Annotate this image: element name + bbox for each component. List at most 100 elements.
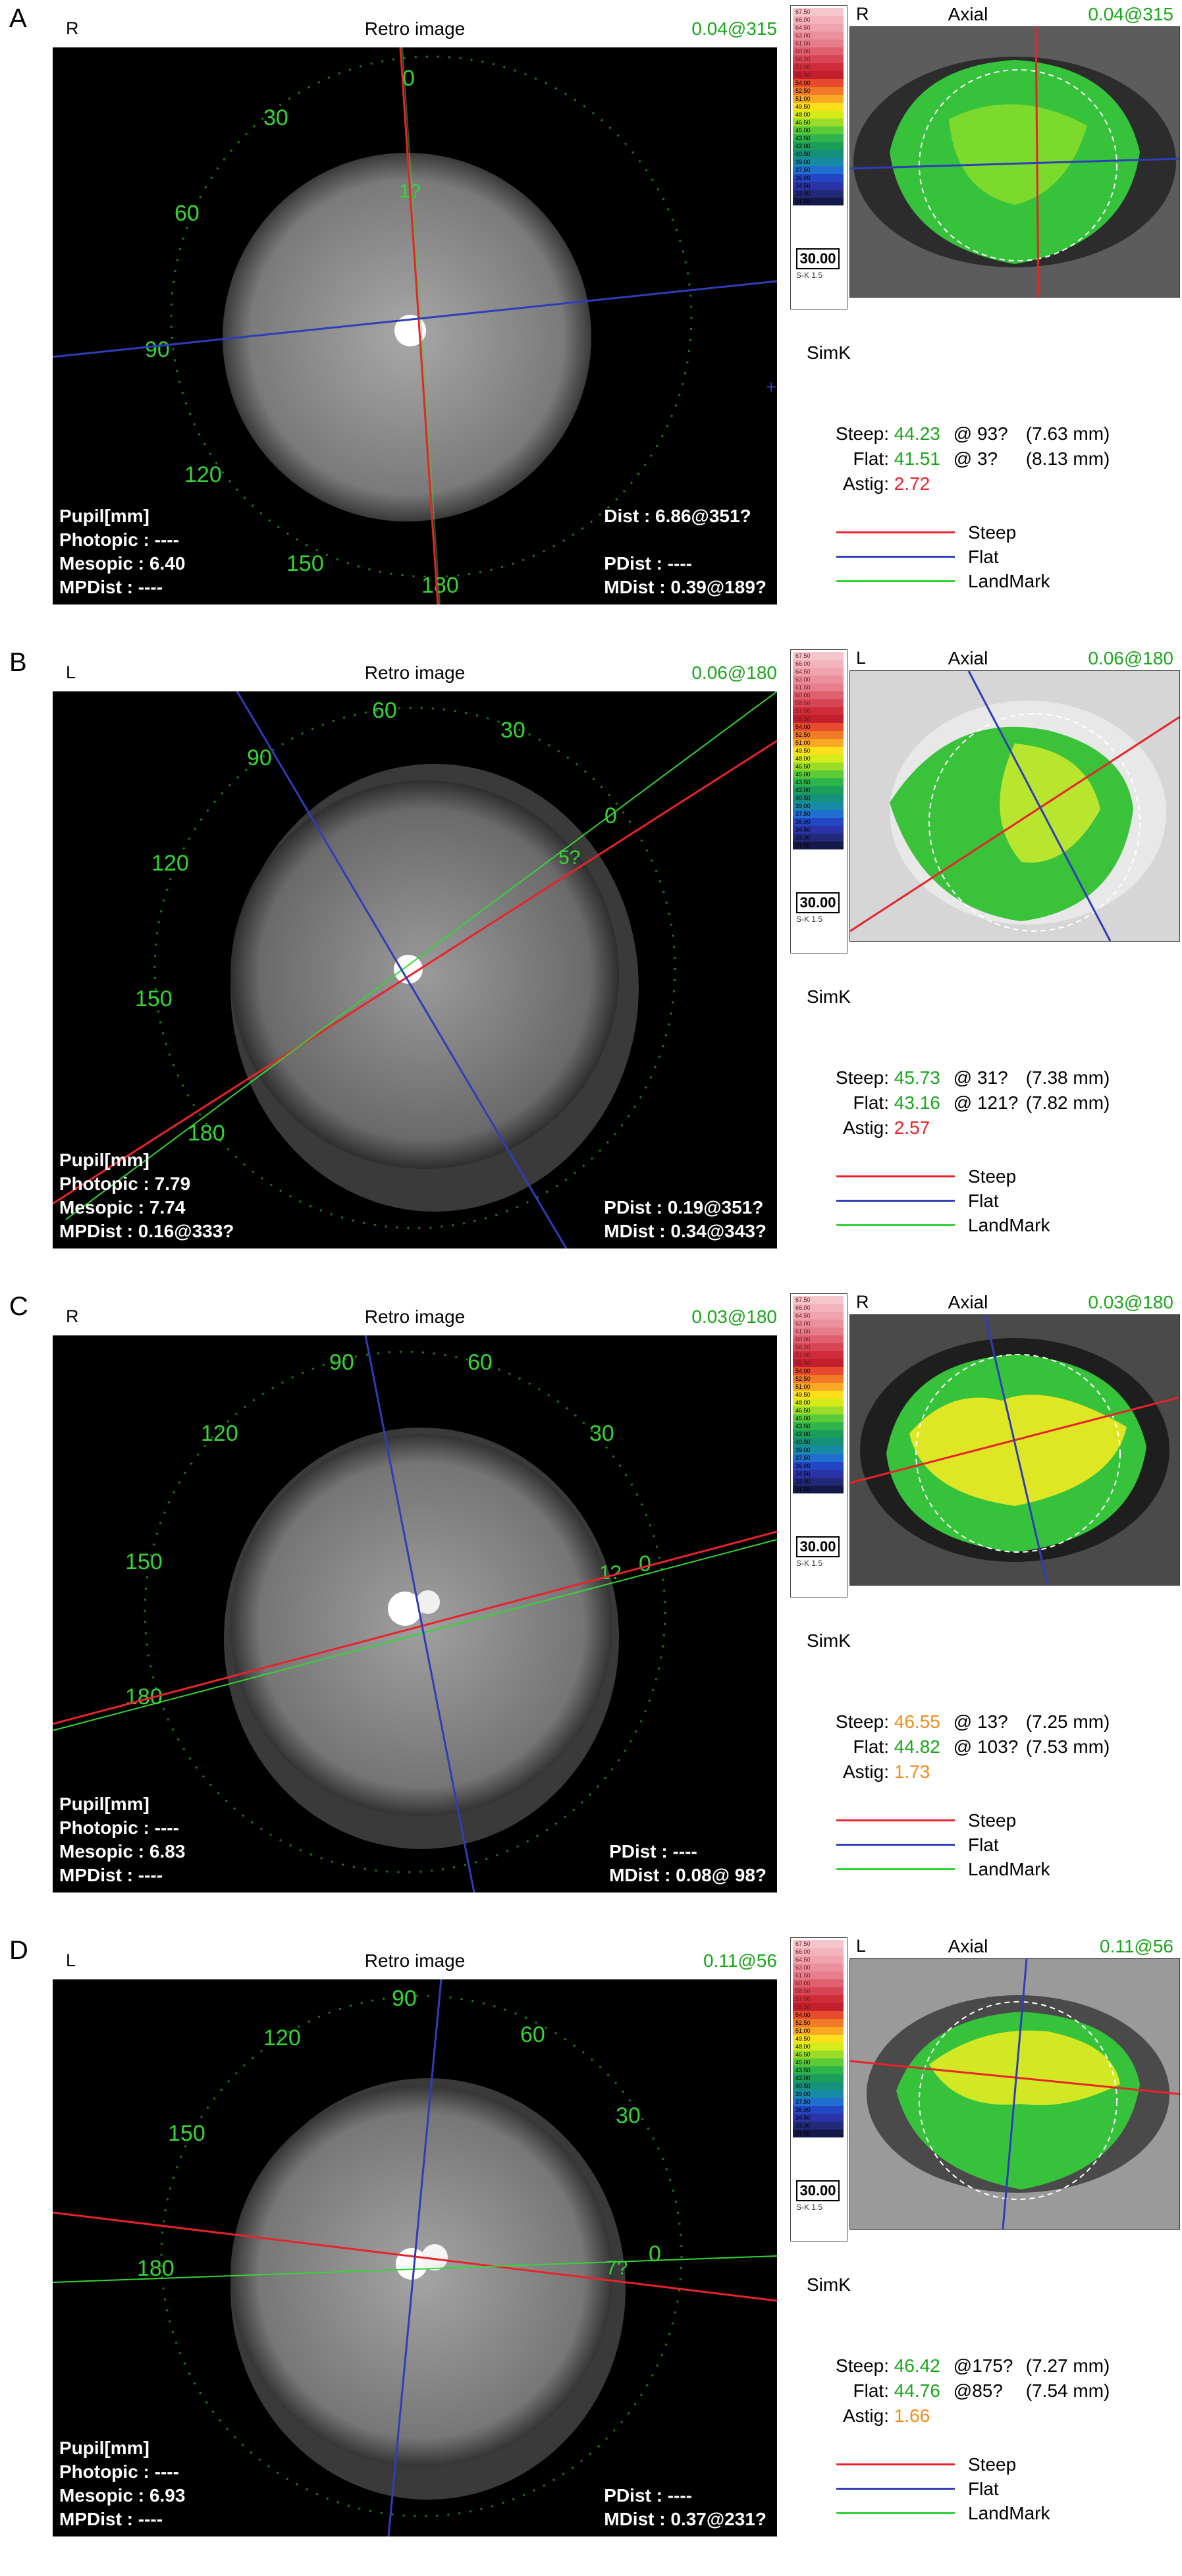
scale-band: 66.00 [793, 660, 844, 668]
color-scale: 67.50 66.00 64.50 63.00 61.50 60.00 58.50 57.00… [790, 649, 847, 953]
scale-band: 60.00 [793, 47, 844, 55]
scale-band: 64.50 [793, 1312, 844, 1320]
axial-flat-line [850, 157, 1179, 170]
retro-readout: 0.03@180 [691, 1306, 777, 1327]
angle-label: 180 [421, 573, 459, 598]
pupil [230, 780, 619, 1169]
scale-band: 64.50 [793, 24, 844, 32]
landmark-line [65, 691, 777, 1220]
eye-label: R [66, 1306, 79, 1326]
angle-label: 60 [468, 1350, 493, 1375]
panel-c: C R Retro image 0.03@180 0 30 60 90 120 … [0, 1288, 1182, 1932]
steep-axis-line [53, 1530, 777, 1725]
scale-bands: 67.50 66.00 64.50 63.00 61.50 60.00 58.50 57.00… [793, 652, 844, 889]
panel-letter: A [9, 4, 27, 33]
retro-title: Retro image [364, 18, 466, 39]
axial-steep-line [850, 716, 1179, 932]
scale-band: 67.50 [793, 652, 844, 660]
retro-image: 0 30 60 90 120 150 180 1? Pupil[mm] Phot… [53, 1335, 777, 1892]
steep-axis-line [399, 47, 439, 604]
scale-band: 57.00 [793, 63, 844, 71]
scale-band: 61.50 [793, 40, 844, 47]
retro-svg: 0 30 60 90 120 150 180 5? [53, 691, 777, 1248]
angle-label: 0 [604, 803, 617, 828]
scale-base: 30.00 [796, 248, 840, 269]
deviation-marker: 1? [599, 1562, 621, 1584]
axial-flat-line [1002, 1959, 1028, 2229]
angle-label: 90 [145, 337, 170, 362]
axial-readout: 0.03@180 [1088, 1292, 1173, 1312]
scale-band: 33.00 [793, 190, 844, 198]
angle-label: 120 [263, 2026, 301, 2051]
axial-title: Axial [948, 1292, 988, 1312]
scale-band: 54.00 [793, 1367, 844, 1375]
angle-label: 60 [372, 698, 397, 723]
scale-base: 30.00 [796, 892, 840, 913]
scale-band: 51.00 [793, 95, 844, 103]
scale-band: 40.50 [793, 1438, 844, 1446]
distance-info: PDist : ---- MDist : 0.37@231? [604, 2485, 766, 2529]
simk-steep-row: Steep: 46.55 @ 13? (7.25 mm) [836, 1711, 1110, 1732]
angle-label: 90 [392, 1986, 417, 2011]
axial-title: Axial [948, 4, 988, 24]
reflex [388, 1592, 422, 1626]
axial-header: L Axial 0.11@56 [849, 1932, 1179, 1958]
angle-label: 90 [329, 1350, 354, 1375]
scale-band: 52.50 [793, 87, 844, 95]
axial-svg [850, 671, 1179, 941]
axial-title: Axial [948, 1936, 988, 1956]
panel-letter: D [9, 1936, 28, 1965]
simk-title: SimK [807, 342, 851, 363]
scale-band: 31.50 [793, 198, 844, 205]
simk-title: SimK [807, 986, 851, 1007]
pupil-info: Pupil[mm] Photopic : 7.79 Mesopic : 7.74… [59, 1150, 234, 1241]
scale-band: 58.50 [793, 1343, 844, 1351]
angle-label: 30 [500, 718, 525, 743]
scale-band: 55.50 [793, 1359, 844, 1367]
scale-band: 51.00 [793, 739, 844, 747]
scale-band: 36.00 [793, 2106, 844, 2114]
axial-flat-line [984, 1315, 1049, 1585]
simk-flat-row: Flat: 44.82 @ 103? (7.53 mm) [853, 1736, 1110, 1757]
axial-svg [850, 27, 1179, 297]
scale-bands: 67.50 66.00 64.50 63.00 61.50 60.00 58.50 57.00… [793, 8, 844, 245]
retro-header: L Retro image 0.06@180 [53, 644, 777, 691]
axial-steep-line [850, 2060, 1179, 2095]
landmark-line [53, 1539, 777, 1731]
color-scale: 67.50 66.00 64.50 63.00 61.50 60.00 58.50 57.00… [790, 5, 847, 309]
simk-steep-row: Steep: 45.73 @ 31? (7.38 mm) [836, 1067, 1110, 1088]
angle-label: 0 [639, 1551, 651, 1576]
scale-band: 51.00 [793, 1383, 844, 1391]
scale-band: 37.50 [793, 2098, 844, 2106]
deviation-marker: 7? [606, 2257, 628, 2279]
simk-values: Steep: 44.23 @ 93? (7.63 mm) Flat: 41.51 @ … [810, 421, 1110, 496]
scale-band: 55.50 [793, 2003, 844, 2011]
angle-label: 120 [184, 462, 222, 487]
scale-band: 61.50 [793, 1328, 844, 1335]
scale-band: 49.50 [793, 1391, 844, 1399]
angle-ring [170, 55, 693, 578]
panel-letter: B [9, 648, 27, 677]
axial-readout: 0.04@315 [1088, 4, 1173, 24]
scale-band: 60.00 [793, 1979, 844, 1987]
retro-svg: 0 30 60 90 120 150 180 7? [53, 1979, 777, 2536]
angle-label: 90 [247, 745, 272, 770]
deviation-marker: 5? [558, 847, 580, 869]
color-scale: 67.50 66.00 64.50 63.00 61.50 60.00 58.50 57.00… [790, 1937, 847, 2241]
scale-band: 39.00 [793, 2090, 844, 2098]
scale-band: 64.50 [793, 1956, 844, 1964]
scale-band: 34.50 [793, 182, 844, 190]
landmark-line [53, 2255, 777, 2283]
scale-bands: 67.50 66.00 64.50 63.00 61.50 60.00 58.50 57.00… [793, 1296, 844, 1533]
axial-svg [850, 1315, 1179, 1585]
scale-band: 45.00 [793, 126, 844, 134]
scale-band: 49.50 [793, 2035, 844, 2043]
scale-band: 40.50 [793, 794, 844, 802]
simk-astig-row: Astig: 2.72 [842, 473, 930, 494]
eye-label: L [856, 648, 867, 668]
retro-readout: 0.04@315 [691, 18, 777, 39]
scale-band: 64.50 [793, 668, 844, 676]
pupil-info: Pupil[mm] Photopic : ---- Mesopic : 6.40… [59, 506, 186, 597]
axial-header: R Axial 0.03@180 [849, 1288, 1179, 1314]
scale-band: 48.00 [793, 2043, 844, 2051]
